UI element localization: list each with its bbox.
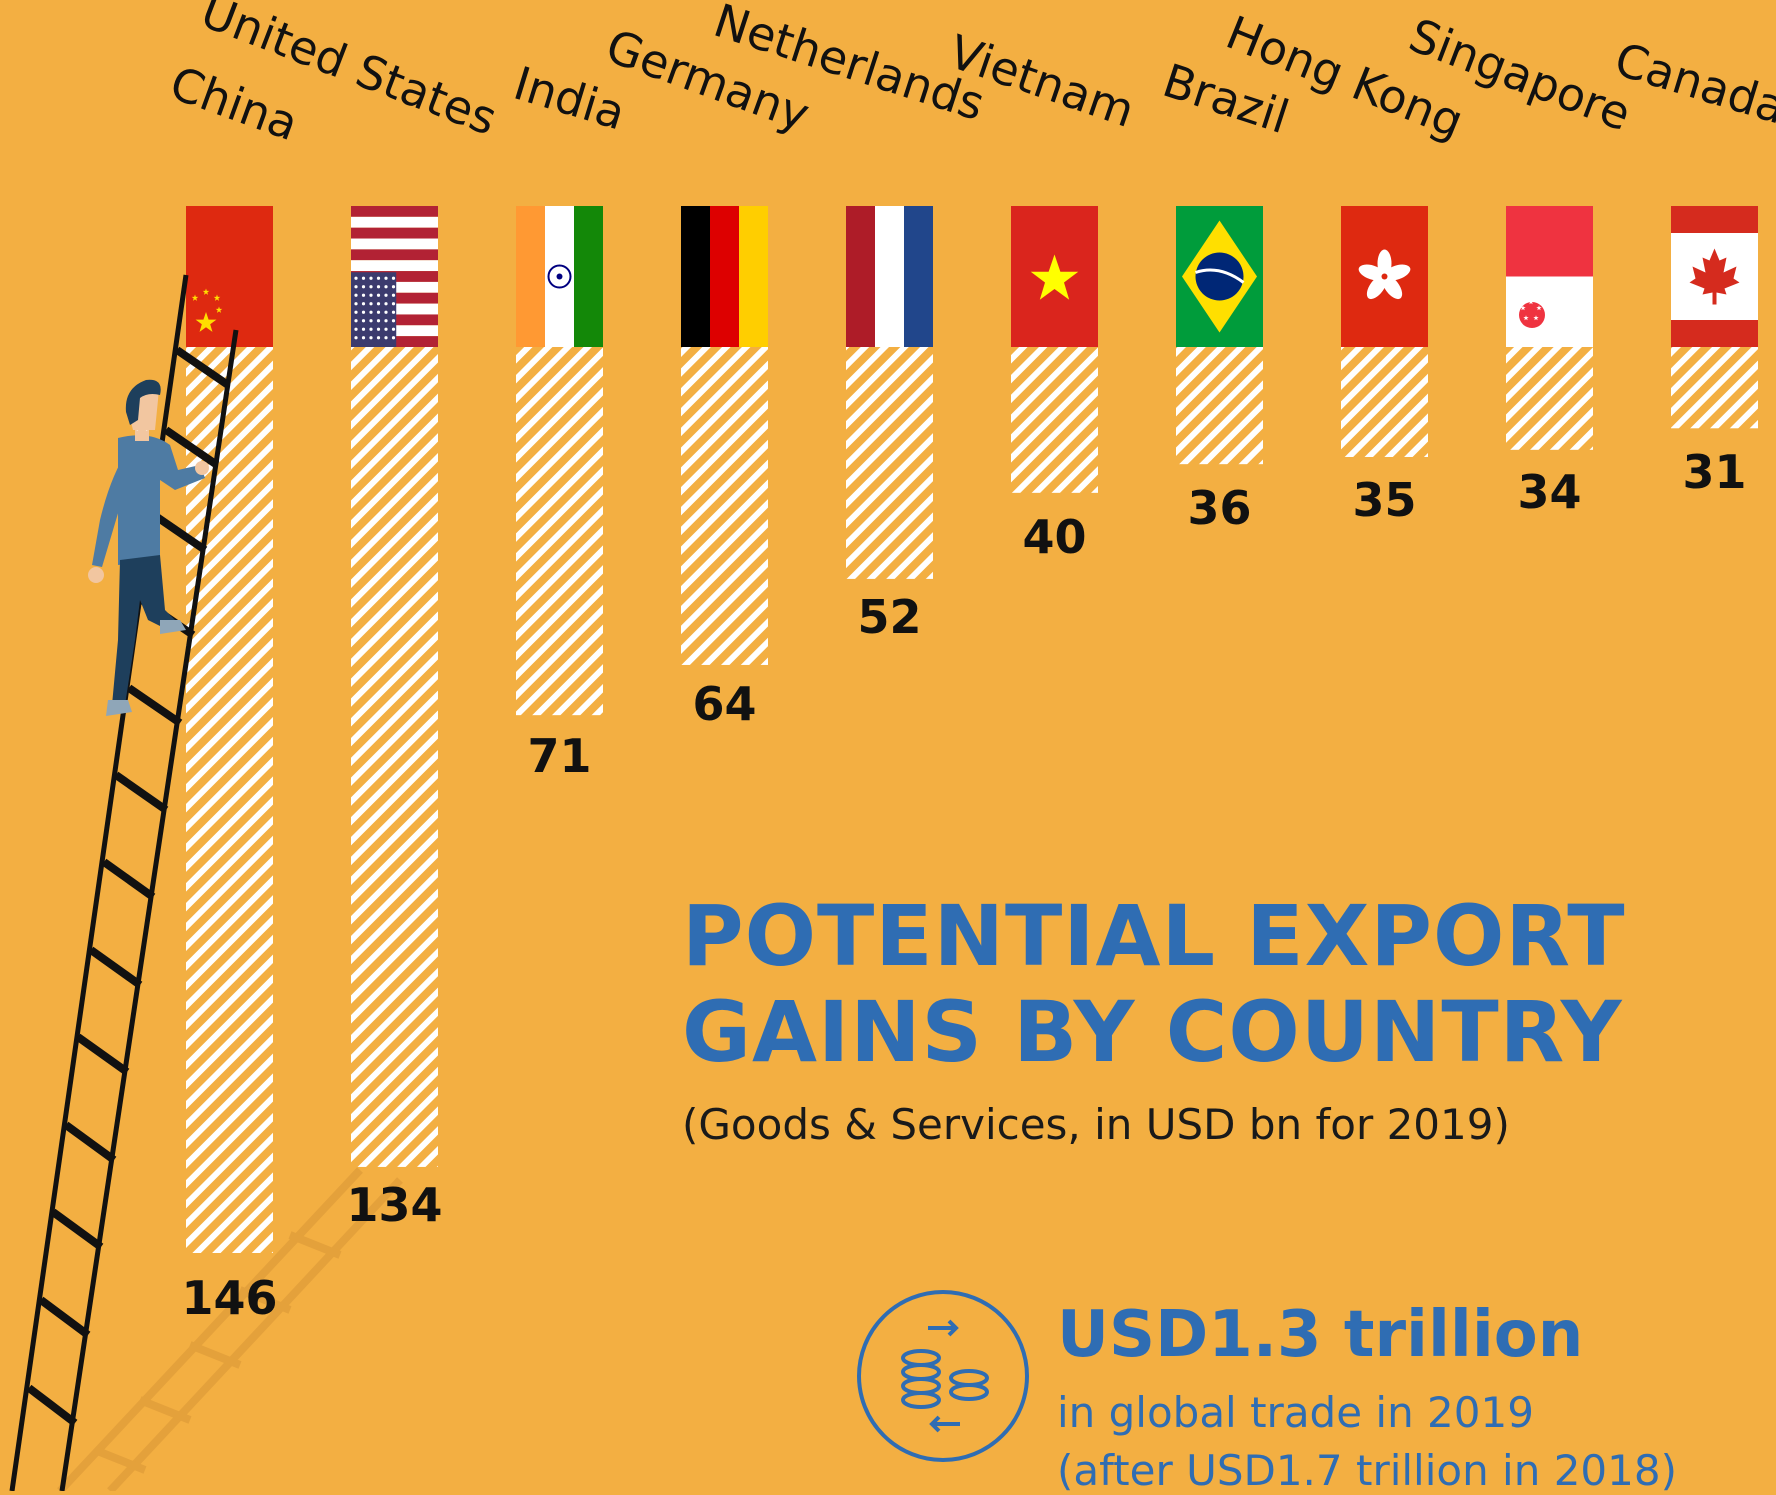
value-label-germany: 64 bbox=[692, 677, 756, 731]
ladder-shadow bbox=[57, 1167, 403, 1491]
flag-brazil-icon bbox=[1176, 206, 1263, 347]
bar-brazil bbox=[1176, 347, 1263, 465]
bar-singapore bbox=[1506, 347, 1593, 450]
value-label-canada: 31 bbox=[1682, 445, 1746, 499]
flag-vietnam-icon bbox=[1011, 206, 1098, 347]
callout-amount: USD1.3 trillion bbox=[1057, 1298, 1584, 1372]
climbing-person-illustration bbox=[88, 379, 209, 716]
bar-hong-kong bbox=[1341, 347, 1428, 457]
value-label-brazil: 36 bbox=[1187, 481, 1251, 535]
value-label-singapore: 34 bbox=[1517, 465, 1581, 519]
bar-canada bbox=[1671, 347, 1758, 429]
country-label-canada: Canada bbox=[1609, 32, 1776, 135]
country-label-china: China bbox=[163, 56, 305, 152]
value-labels-group: 146 134 71 64 52 40 36 35 34 31 bbox=[181, 445, 1746, 1325]
flags-group bbox=[186, 206, 1758, 347]
bar-germany bbox=[681, 347, 768, 665]
bar-netherlands bbox=[846, 347, 933, 579]
callout-line-1: in global trade in 2019 bbox=[1057, 1388, 1534, 1437]
value-label-united-states: 134 bbox=[346, 1178, 442, 1232]
bar-vietnam bbox=[1011, 347, 1098, 493]
callout-line-2: (after USD1.7 trillion in 2018) bbox=[1057, 1446, 1677, 1495]
bar-united-states bbox=[351, 347, 438, 1167]
chart-subtitle: (Goods & Services, in USD bn for 2019) bbox=[682, 1100, 1510, 1149]
value-label-china: 146 bbox=[181, 1271, 277, 1325]
flag-netherlands-icon bbox=[846, 206, 933, 347]
flag-hong-kong-icon bbox=[1341, 206, 1428, 347]
flag-china-icon bbox=[186, 206, 273, 347]
flag-germany-icon bbox=[681, 206, 768, 347]
value-label-hong-kong: 35 bbox=[1352, 473, 1416, 527]
flag-canada-icon bbox=[1671, 206, 1758, 347]
bar-china bbox=[186, 347, 273, 1253]
coins-exchange-icon bbox=[857, 1290, 1029, 1462]
flag-singapore-icon bbox=[1506, 206, 1593, 347]
flag-india-icon bbox=[516, 206, 603, 347]
flag-united-states-icon bbox=[351, 206, 438, 347]
bar-india bbox=[516, 347, 603, 716]
chart-title: POTENTIAL EXPORT GAINS BY COUNTRY bbox=[682, 887, 1626, 1081]
value-label-india: 71 bbox=[527, 729, 591, 783]
value-label-netherlands: 52 bbox=[857, 590, 921, 644]
value-label-vietnam: 40 bbox=[1022, 510, 1086, 564]
bars-group bbox=[186, 347, 1758, 1253]
